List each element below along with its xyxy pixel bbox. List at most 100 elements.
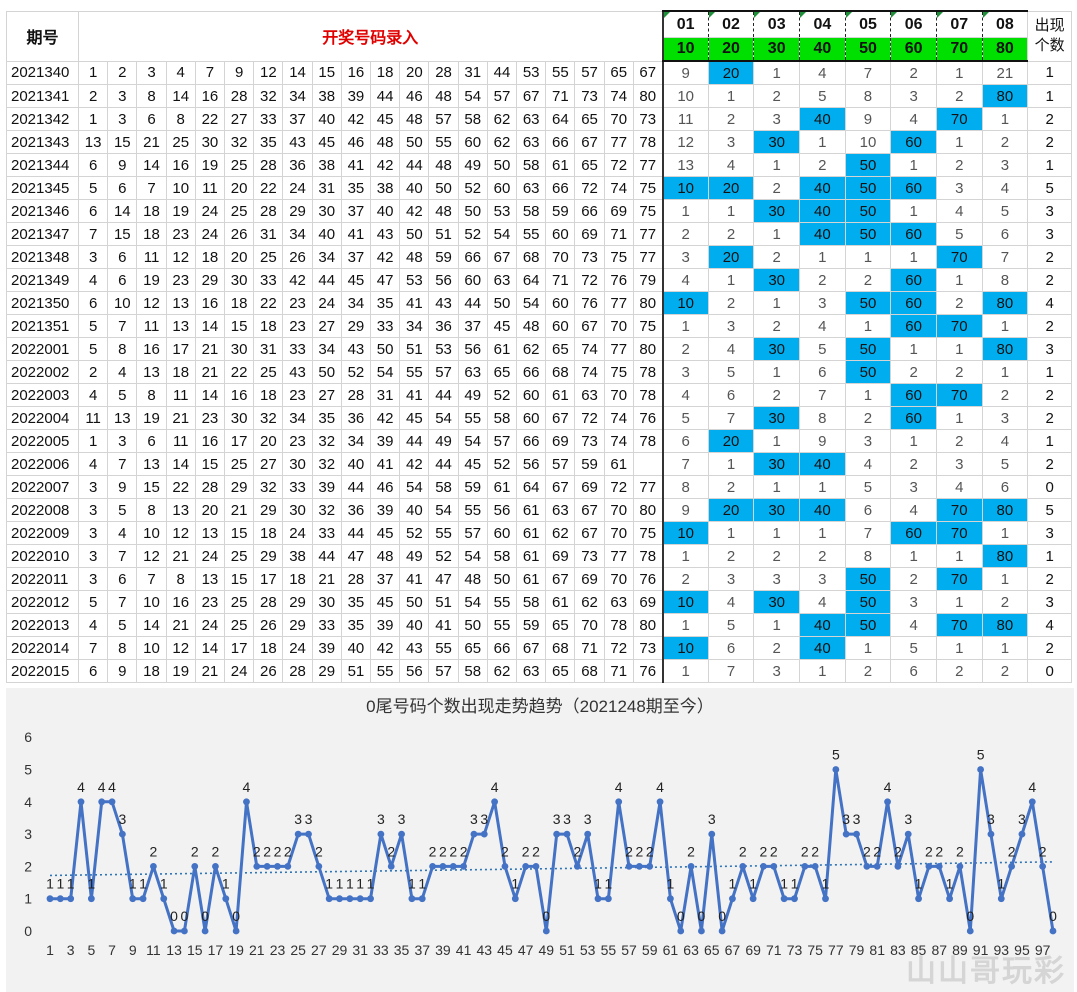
data-label: 1 [604,876,612,892]
hit-cell: 60 [890,521,937,545]
draw-number-cell: 80 [632,613,664,637]
hit-cell: 10 [661,176,709,200]
draw-number-cell: 16 [165,153,196,177]
miss-count-cell: 3 [981,406,1029,430]
draw-number-cell: 77 [603,130,634,154]
x-tick-label: 61 [663,942,679,958]
table-row: 2022011 3 6 7 8 13 15 17 18 21 28 37 41 47 48 50 61 67 69 7… [5,567,1072,591]
draw-number-cell: 74 [603,84,634,108]
count-cell: 2 [1027,130,1072,154]
table-row: 2022004 11 13 19 21 23 30 32 34 35 36 42 45 54 55 58 60 6… [5,406,1072,430]
data-point [842,830,850,838]
lottery-table: 期号 开奖号码录入 01 02 03 04 05 06 07 08 出现 个数 10 20 30 40 50 60… [5,10,1072,683]
data-label: 1 [780,876,788,892]
hit-cell: 30 [753,590,801,614]
draw-number-cell: 76 [632,567,664,591]
miss-count-cell: 1 [753,521,801,545]
data-point [356,895,364,903]
draw-number-cell: 46 [399,84,430,108]
y-tick-label: 5 [24,762,32,778]
data-point [594,895,602,903]
draw-number-cell: 75 [603,245,634,269]
miss-count-cell: 2 [661,567,709,591]
draw-number-cell: 3 [78,521,109,545]
miss-count-cell: 4 [890,498,937,522]
draw-number-cell: 80 [632,291,664,315]
draw-number-cell: 32 [253,84,284,108]
miss-count-cell: 5 [981,452,1029,476]
draw-number-cell: 41 [340,222,372,246]
miss-count-cell: 1 [981,567,1029,591]
miss-count-cell: 1 [661,199,709,223]
data-label: 3 [470,811,478,827]
draw-number-cell: 52 [340,360,372,384]
data-label: 2 [191,843,199,859]
draw-number-cell: 67 [486,245,518,269]
draw-number-cell: 54 [516,291,547,315]
draw-number-cell: 31 [253,337,284,361]
draw-number-cell: 65 [457,636,488,660]
data-label: 1 [129,876,137,892]
miss-count-cell: 12 [661,130,709,154]
hit-cell: 50 [844,590,892,614]
data-point [263,863,271,870]
draw-number-cell: 65 [486,360,518,384]
draw-number-cell: 50 [486,153,518,177]
draw-number-cell: 61 [486,337,518,361]
draw-number-cell: 7 [136,176,167,200]
draw-number-cell: 52 [428,544,459,568]
data-label: 3 [480,811,488,827]
draw-number-cell: 40 [311,222,342,246]
draw-number-cell: 34 [311,337,342,361]
data-label: 0 [718,908,726,924]
draw-number-cell: 49 [457,383,488,407]
position-header: 08 [981,10,1029,38]
hit-cell: 30 [753,452,801,476]
draw-number-cell: 5 [107,383,138,407]
draw-number-cell: 60 [486,521,518,545]
draw-number-cell: 74 [574,337,605,361]
hit-cell: 40 [799,636,846,660]
miss-count-cell: 1 [753,360,801,384]
miss-count-cell: 6 [981,222,1029,246]
x-tick-label: 59 [642,942,658,958]
draw-number-cell: 65 [545,337,576,361]
draw-number-cell: 14 [165,84,196,108]
draw-number-cell: 65 [545,659,576,683]
hit-cell: 70 [935,567,983,591]
draw-number-cell: 40 [340,452,372,476]
x-tick-label: 43 [476,942,492,958]
miss-count-cell: 4 [890,613,937,637]
count-cell: 2 [1027,636,1072,660]
y-tick-label: 2 [24,858,32,874]
data-label: 2 [501,843,509,859]
data-label: 2 [1039,843,1047,859]
draw-number-cell: 45 [370,107,401,131]
data-label: 2 [646,843,654,859]
draw-number-cell: 14 [136,613,167,637]
hit-cell: 40 [799,498,846,522]
data-point [1039,863,1047,870]
draw-number-cell: 40 [370,199,401,223]
draw-number-cell: 13 [78,130,109,154]
x-tick-label: 13 [166,942,182,958]
miss-count-cell: 1 [707,84,755,108]
draw-number-cell: 47 [370,268,401,292]
draw-number-cell: 55 [486,613,518,637]
period-cell: 2022013 [5,613,80,637]
draw-number-cell: 28 [340,567,372,591]
position-header: 03 [753,10,801,38]
miss-count-cell: 4 [707,590,755,614]
data-point [894,863,902,870]
target-number-header: 50 [844,37,892,62]
draw-number-cell: 5 [107,613,138,637]
draw-number-cell: 25 [224,544,255,568]
data-point [491,798,499,806]
draw-number-cell: 35 [340,590,372,614]
miss-count-cell: 2 [707,107,755,131]
draw-number-cell: 17 [224,636,255,660]
table-row: 2022008 3 5 8 13 20 21 29 30 32 36 39 40 54 55 56 61 63 67… [5,498,1072,522]
draw-number-cell: 11 [165,429,196,453]
draw-number-cell: 54 [457,590,488,614]
